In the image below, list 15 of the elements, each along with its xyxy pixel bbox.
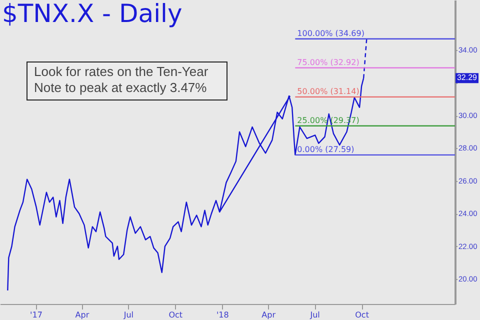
annotation: Look for rates on the Ten-Year Note to peak at exactly 3.47% bbox=[34, 64, 209, 95]
series-label: 50.00% (31.14) bbox=[297, 86, 360, 96]
x-tick-label: Oct bbox=[168, 310, 183, 320]
x-tick-label: Apr bbox=[262, 310, 276, 320]
series-label: 100.00% (34.69) bbox=[297, 28, 364, 38]
x-tick-label: Jul bbox=[309, 310, 320, 320]
series-label: 75.00% (32.92) bbox=[297, 58, 360, 67]
x-tick-label: Oct bbox=[355, 310, 369, 320]
series-label: 0.00% (27.59) bbox=[297, 144, 354, 154]
chart-title: $TNX.X - Daily bbox=[2, 0, 182, 28]
annotation: 32.29 bbox=[456, 73, 478, 82]
x-tick-label: Jul bbox=[122, 310, 134, 320]
x-tick-label: '18 bbox=[216, 310, 229, 320]
x-tick-label: Apr bbox=[75, 310, 90, 320]
x-tick-label: '17 bbox=[30, 310, 42, 320]
